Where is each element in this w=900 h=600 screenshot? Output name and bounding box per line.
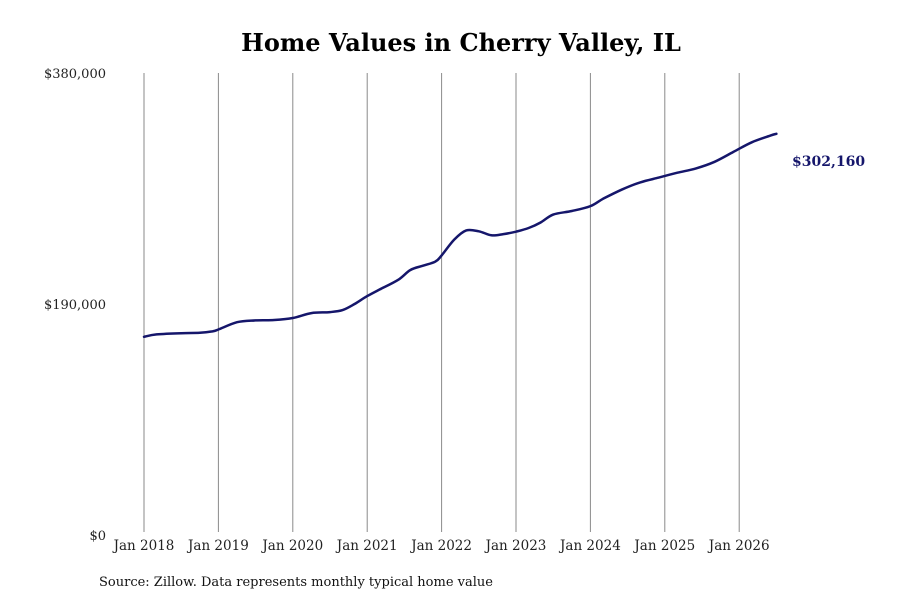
x-tick-label: Jan 2019 xyxy=(186,538,249,554)
x-tick-label: Jan 2022 xyxy=(409,538,472,554)
y-tick-label: $380,000 xyxy=(44,67,106,82)
source-note: Source: Zillow. Data represents monthly … xyxy=(99,575,493,590)
end-value-label: $302,160 xyxy=(792,154,865,170)
y-tick-label: $190,000 xyxy=(44,298,106,313)
chart-title: Home Values in Cherry Valley, IL xyxy=(241,28,681,57)
x-tick-label: Jan 2026 xyxy=(707,538,770,554)
y-tick-label: $0 xyxy=(89,529,106,544)
x-tick-label: Jan 2021 xyxy=(335,538,398,554)
x-tick-label: Jan 2024 xyxy=(558,538,621,554)
x-tick-label: Jan 2020 xyxy=(260,538,323,554)
vertical-gridlines xyxy=(143,73,740,532)
y-axis-tick-labels: $0 $190,000 $380,000 xyxy=(44,67,106,544)
x-tick-label: Jan 2025 xyxy=(632,538,695,554)
x-tick-label: Jan 2023 xyxy=(484,538,547,554)
x-tick-label: Jan 2018 xyxy=(112,538,175,554)
series-layer xyxy=(142,132,778,339)
x-axis-tick-labels: Jan 2018 Jan 2019 Jan 2020 Jan 2021 Jan 2022… xyxy=(112,538,770,554)
series-line-0 xyxy=(142,132,778,339)
